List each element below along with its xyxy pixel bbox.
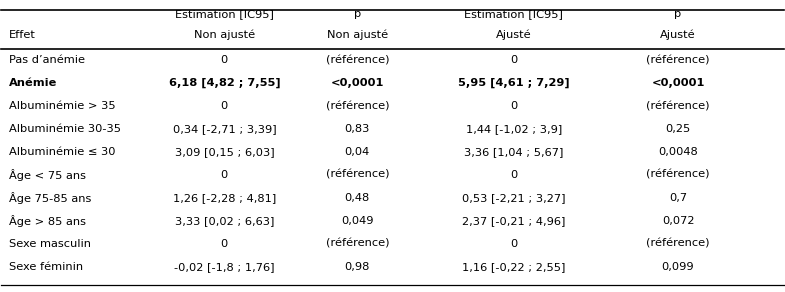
Text: Albuminémie ≤ 30: Albuminémie ≤ 30	[9, 147, 115, 157]
Text: 0,099: 0,099	[662, 262, 694, 272]
Text: <0,0001: <0,0001	[330, 78, 384, 88]
Text: 0,072: 0,072	[662, 216, 694, 226]
Text: 1,16 [-0,22 ; 2,55]: 1,16 [-0,22 ; 2,55]	[462, 262, 565, 272]
Text: (référence): (référence)	[646, 55, 710, 65]
Text: 5,95 [4,61 ; 7,29]: 5,95 [4,61 ; 7,29]	[458, 78, 570, 88]
Text: <0,0001: <0,0001	[652, 78, 705, 88]
Text: p: p	[674, 9, 681, 19]
Text: 0: 0	[221, 55, 228, 65]
Text: Âge > 85 ans: Âge > 85 ans	[9, 215, 86, 227]
Text: Âge < 75 ans: Âge < 75 ans	[9, 169, 86, 181]
Text: Pas d’anémie: Pas d’anémie	[9, 55, 86, 65]
Text: Ajusté: Ajusté	[660, 29, 696, 40]
Text: Sexe masculin: Sexe masculin	[9, 239, 91, 249]
Text: Anémie: Anémie	[9, 78, 57, 88]
Text: 0: 0	[221, 101, 228, 111]
Text: Albuminémie > 35: Albuminémie > 35	[9, 101, 116, 111]
Text: 0: 0	[510, 55, 517, 65]
Text: 0: 0	[221, 239, 228, 249]
Text: 3,33 [0,02 ; 6,63]: 3,33 [0,02 ; 6,63]	[174, 216, 274, 226]
Text: 1,44 [-1,02 ; 3,9]: 1,44 [-1,02 ; 3,9]	[466, 124, 562, 134]
Text: Effet: Effet	[9, 30, 36, 40]
Text: Âge 75-85 ans: Âge 75-85 ans	[9, 192, 92, 204]
Text: 1,26 [-2,28 ; 4,81]: 1,26 [-2,28 ; 4,81]	[173, 193, 276, 203]
Text: 0,53 [-2,21 ; 3,27]: 0,53 [-2,21 ; 3,27]	[462, 193, 565, 203]
Text: p: p	[354, 9, 361, 19]
Text: 0,98: 0,98	[345, 262, 370, 272]
Text: 0,049: 0,049	[341, 216, 374, 226]
Text: 0: 0	[221, 170, 228, 180]
Text: 2,37 [-0,21 ; 4,96]: 2,37 [-0,21 ; 4,96]	[462, 216, 565, 226]
Text: Estimation [IC95]: Estimation [IC95]	[175, 9, 274, 19]
Text: Ajusté: Ajusté	[496, 29, 531, 40]
Text: (référence): (référence)	[646, 170, 710, 180]
Text: 0,48: 0,48	[345, 193, 370, 203]
Text: Sexe féminin: Sexe féminin	[9, 262, 83, 272]
Text: 0,7: 0,7	[669, 193, 687, 203]
Text: (référence): (référence)	[646, 101, 710, 111]
Text: Albuminémie 30-35: Albuminémie 30-35	[9, 124, 121, 134]
Text: 0,25: 0,25	[666, 124, 691, 134]
Text: Non ajusté: Non ajusté	[327, 29, 388, 40]
Text: 0,83: 0,83	[345, 124, 370, 134]
Text: (référence): (référence)	[326, 239, 389, 249]
Text: 0,34 [-2,71 ; 3,39]: 0,34 [-2,71 ; 3,39]	[173, 124, 276, 134]
Text: Estimation [IC95]: Estimation [IC95]	[464, 9, 563, 19]
Text: -0,02 [-1,8 ; 1,76]: -0,02 [-1,8 ; 1,76]	[174, 262, 275, 272]
Text: 3,09 [0,15 ; 6,03]: 3,09 [0,15 ; 6,03]	[174, 147, 274, 157]
Text: (référence): (référence)	[646, 239, 710, 249]
Text: 6,18 [4,82 ; 7,55]: 6,18 [4,82 ; 7,55]	[169, 78, 280, 88]
Text: (référence): (référence)	[326, 170, 389, 180]
Text: (référence): (référence)	[326, 101, 389, 111]
Text: Non ajusté: Non ajusté	[194, 29, 255, 40]
Text: 3,36 [1,04 ; 5,67]: 3,36 [1,04 ; 5,67]	[464, 147, 564, 157]
Text: 0,0048: 0,0048	[658, 147, 698, 157]
Text: (référence): (référence)	[326, 55, 389, 65]
Text: 0: 0	[510, 239, 517, 249]
Text: 0: 0	[510, 101, 517, 111]
Text: 0: 0	[510, 170, 517, 180]
Text: 0,04: 0,04	[345, 147, 370, 157]
